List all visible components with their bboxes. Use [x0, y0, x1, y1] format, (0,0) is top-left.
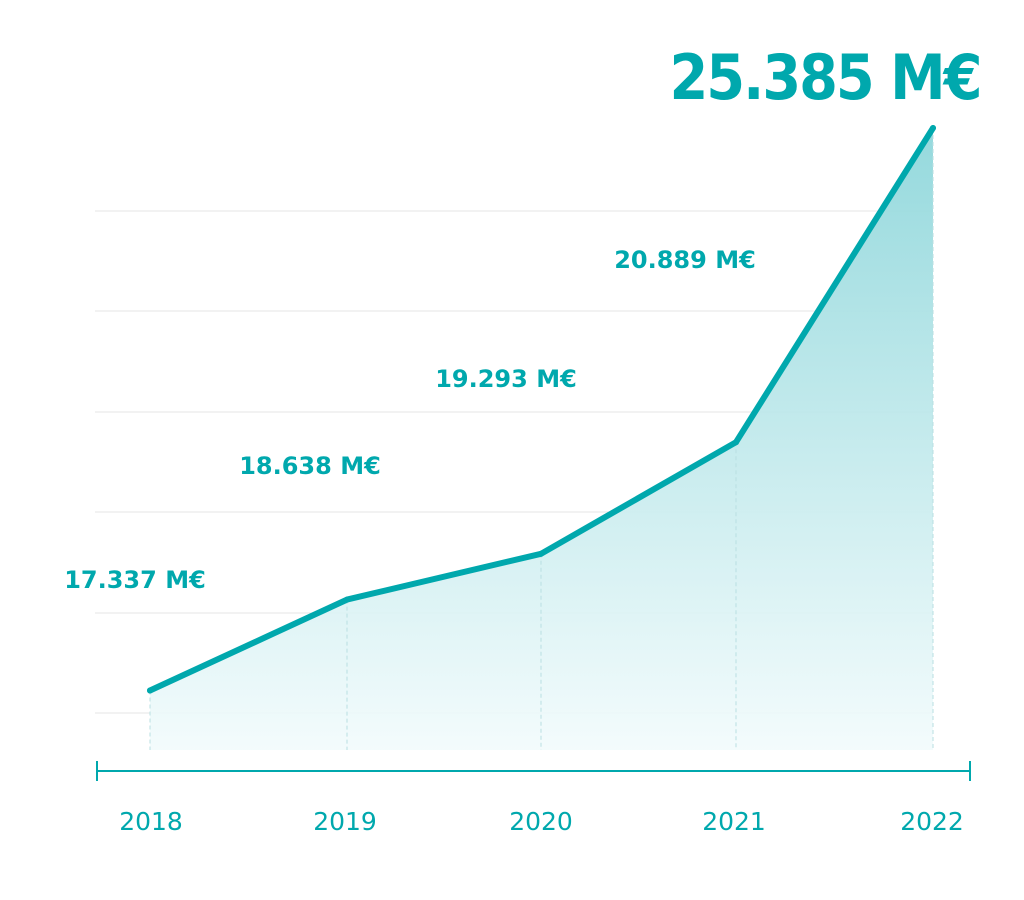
series-line-layer	[147, 125, 936, 694]
data-label-2019: 18.638 M€	[239, 452, 381, 480]
series-area	[150, 128, 933, 750]
data-label-2022: 25.385 M€	[670, 41, 981, 114]
x-tick-2019: 2019	[313, 807, 377, 836]
x-tick-2021: 2021	[702, 807, 766, 836]
point-2019	[344, 596, 350, 603]
x-axis	[96, 761, 971, 781]
area-layer	[150, 128, 933, 750]
x-tick-2022: 2022	[900, 807, 964, 836]
x-tick-2018: 2018	[119, 807, 183, 836]
value-labels: 17.337 M€ 18.638 M€ 19.293 M€ 20.889 M€ 25.3…	[64, 41, 982, 594]
point-2021	[733, 439, 739, 446]
point-2018	[147, 687, 153, 694]
x-tick-labels: 2018 2019 2020 2021 2022	[119, 807, 964, 836]
data-label-2020: 19.293 M€	[435, 365, 577, 393]
drop-lines	[149, 128, 934, 750]
point-2020	[538, 550, 544, 557]
data-label-2018: 17.337 M€	[64, 566, 206, 594]
x-tick-2020: 2020	[509, 807, 573, 836]
point-2022	[930, 125, 936, 131]
data-label-2021: 20.889 M€	[614, 246, 756, 274]
